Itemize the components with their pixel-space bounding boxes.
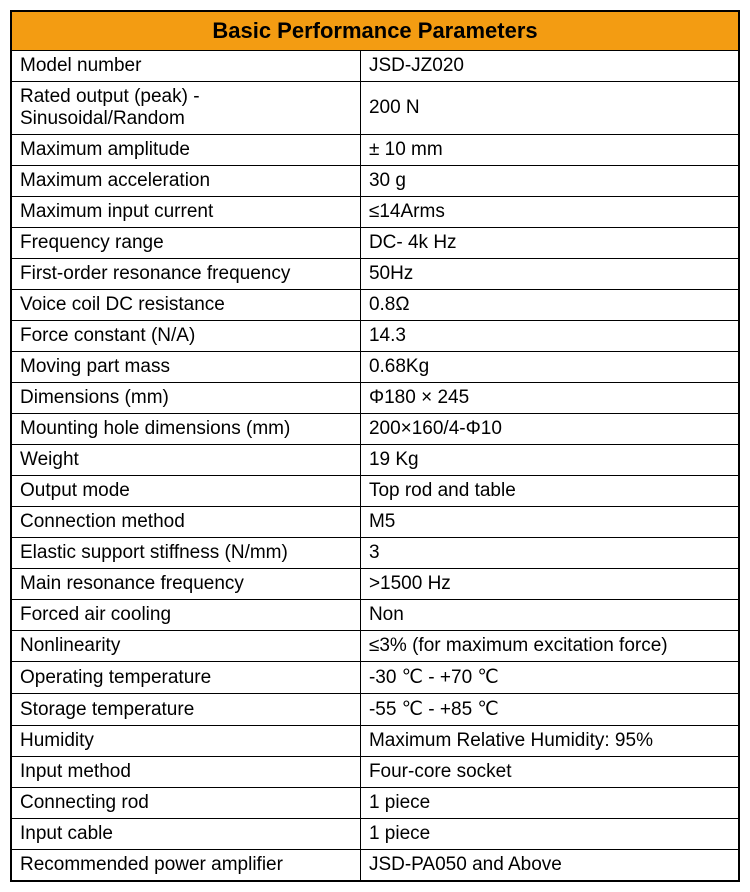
table-row: Maximum amplitude± 10 mm xyxy=(11,135,739,166)
row-label: Main resonance frequency xyxy=(11,569,360,600)
table-row: Operating temperature-30 ℃ - +70 ℃ xyxy=(11,662,739,694)
row-label: Maximum amplitude xyxy=(11,135,360,166)
row-label: Input cable xyxy=(11,819,360,850)
table-row: Input cable1 piece xyxy=(11,819,739,850)
table-row: Frequency rangeDC- 4k Hz xyxy=(11,228,739,259)
row-value: 0.8Ω xyxy=(360,290,739,321)
table-row: Input methodFour-core socket xyxy=(11,757,739,788)
table-row: HumidityMaximum Relative Humidity: 95% xyxy=(11,726,739,757)
row-label: Operating temperature xyxy=(11,662,360,694)
table-row: Rated output (peak) - Sinusoidal/Random2… xyxy=(11,82,739,135)
table-row: Model numberJSD-JZ020 xyxy=(11,51,739,82)
row-value: 19 Kg xyxy=(360,445,739,476)
row-label: Frequency range xyxy=(11,228,360,259)
row-label: Forced air cooling xyxy=(11,600,360,631)
table-row: Recommended power amplifierJSD-PA050 and… xyxy=(11,850,739,882)
row-value: 14.3 xyxy=(360,321,739,352)
table-body: Model numberJSD-JZ020Rated output (peak)… xyxy=(11,51,739,882)
row-value: Φ180 × 245 xyxy=(360,383,739,414)
row-value: Top rod and table xyxy=(360,476,739,507)
table-row: Connection methodM5 xyxy=(11,507,739,538)
row-label: Model number xyxy=(11,51,360,82)
table-row: Connecting rod1 piece xyxy=(11,788,739,819)
table-row: Voice coil DC resistance0.8Ω xyxy=(11,290,739,321)
table-row: Force constant (N/A)14.3 xyxy=(11,321,739,352)
row-label: Dimensions (mm) xyxy=(11,383,360,414)
row-value: 50Hz xyxy=(360,259,739,290)
table-row: Maximum input current≤14Arms xyxy=(11,197,739,228)
row-value: 200×160/4-Φ10 xyxy=(360,414,739,445)
row-value: ≤14Arms xyxy=(360,197,739,228)
row-value: -55 ℃ - +85 ℃ xyxy=(360,694,739,726)
row-label: Elastic support stiffness (N/mm) xyxy=(11,538,360,569)
row-value: Non xyxy=(360,600,739,631)
row-label: First-order resonance frequency xyxy=(11,259,360,290)
row-label: Maximum acceleration xyxy=(11,166,360,197)
table-row: Nonlinearity≤3% (for maximum excitation … xyxy=(11,631,739,662)
table-row: Weight19 Kg xyxy=(11,445,739,476)
row-label: Connecting rod xyxy=(11,788,360,819)
table-row: Dimensions (mm)Φ180 × 245 xyxy=(11,383,739,414)
table-row: Elastic support stiffness (N/mm)3 xyxy=(11,538,739,569)
row-label: Storage temperature xyxy=(11,694,360,726)
table-title: Basic Performance Parameters xyxy=(11,11,739,51)
table-row: Storage temperature-55 ℃ - +85 ℃ xyxy=(11,694,739,726)
table-row: Output modeTop rod and table xyxy=(11,476,739,507)
row-label: Humidity xyxy=(11,726,360,757)
row-value: M5 xyxy=(360,507,739,538)
row-value: Four-core socket xyxy=(360,757,739,788)
row-value: Maximum Relative Humidity: 95% xyxy=(360,726,739,757)
table-row: First-order resonance frequency50Hz xyxy=(11,259,739,290)
row-value: -30 ℃ - +70 ℃ xyxy=(360,662,739,694)
row-value: ≤3% (for maximum excitation force) xyxy=(360,631,739,662)
table-row: Forced air coolingNon xyxy=(11,600,739,631)
table-row: Main resonance frequency>1500 Hz xyxy=(11,569,739,600)
row-value: JSD-PA050 and Above xyxy=(360,850,739,882)
row-value: 1 piece xyxy=(360,819,739,850)
row-value: 30 g xyxy=(360,166,739,197)
row-label: Mounting hole dimensions (mm) xyxy=(11,414,360,445)
row-label: Input method xyxy=(11,757,360,788)
row-label: Output mode xyxy=(11,476,360,507)
row-label: Force constant (N/A) xyxy=(11,321,360,352)
spec-table: Basic Performance Parameters Model numbe… xyxy=(10,10,740,882)
row-value: DC- 4k Hz xyxy=(360,228,739,259)
row-value: 1 piece xyxy=(360,788,739,819)
row-value: 200 N xyxy=(360,82,739,135)
table-row: Maximum acceleration30 g xyxy=(11,166,739,197)
row-label: Weight xyxy=(11,445,360,476)
row-label: Rated output (peak) - Sinusoidal/Random xyxy=(11,82,360,135)
row-value: JSD-JZ020 xyxy=(360,51,739,82)
row-label: Voice coil DC resistance xyxy=(11,290,360,321)
row-value: 3 xyxy=(360,538,739,569)
row-value: >1500 Hz xyxy=(360,569,739,600)
row-label: Recommended power amplifier xyxy=(11,850,360,882)
row-label: Connection method xyxy=(11,507,360,538)
table-row: Mounting hole dimensions (mm)200×160/4-Φ… xyxy=(11,414,739,445)
row-label: Moving part mass xyxy=(11,352,360,383)
table-row: Moving part mass0.68Kg xyxy=(11,352,739,383)
row-label: Maximum input current xyxy=(11,197,360,228)
row-value: 0.68Kg xyxy=(360,352,739,383)
row-value: ± 10 mm xyxy=(360,135,739,166)
row-label: Nonlinearity xyxy=(11,631,360,662)
